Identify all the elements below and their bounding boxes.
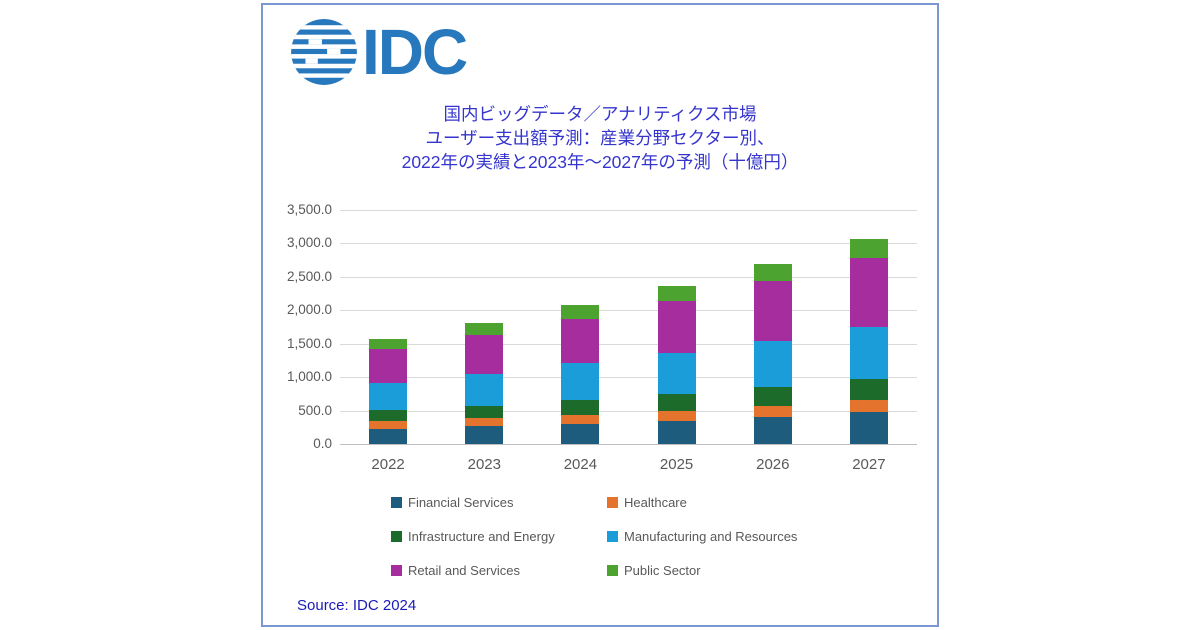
- legend-label-financial-services: Financial Services: [408, 495, 514, 510]
- gridline-1000: [340, 377, 917, 379]
- y-tick-label-1000: 1,000.0: [286, 369, 332, 385]
- x-axis-label-2025: 2025: [659, 456, 694, 473]
- bar-segment-2025-public-sector: [657, 285, 696, 301]
- y-tick-label-3000: 3,000.0: [286, 235, 332, 251]
- bar-segment-2027-retail-and-services: [849, 258, 888, 327]
- bar-segment-2026-financial-services: [753, 416, 792, 444]
- bar-segment-2022-manufacturing-and-resources: [369, 382, 408, 411]
- gridline-3000: [340, 243, 917, 245]
- chart-title: 国内ビッグデータ／アナリティクス市場 ユーザー支出額予測：産業分野セクター別、 …: [263, 102, 937, 174]
- stacked-bar-chart: 0.0 500.0 1,000.0 1,500.0 2,000.0 2,500.0 3,00…: [263, 5, 941, 629]
- bar-segment-2025-retail-and-services: [657, 300, 696, 353]
- chart-legend: Financial Services Healthcare Infrastructu…: [391, 495, 797, 578]
- idc-chart-card: IDC 国内ビッグデータ／アナリティクス市場 ユーザー支出額予測：産業分野セクタ…: [261, 3, 939, 627]
- idc-globe-icon: [291, 19, 357, 85]
- legend-item-healthcare: Healthcare: [607, 495, 797, 510]
- source-note: Source: IDC 2024: [297, 597, 417, 614]
- y-tick-label-1500: 1,500.0: [286, 335, 332, 351]
- bar-segment-2027-manufacturing-and-resources: [849, 327, 888, 379]
- legend-swatch-public-sector: [607, 565, 618, 576]
- x-axis-baseline: [340, 444, 917, 445]
- chart-title-line3: 2022年の実績と2023年～2027年の予測（十億円）: [401, 152, 799, 172]
- bar-segment-2025-infrastructure-and-energy: [657, 393, 696, 411]
- chart-title-line1: 国内ビッグデータ／アナリティクス市場: [443, 104, 757, 124]
- bar-segment-2022-financial-services: [369, 428, 408, 444]
- gridline-1500: [340, 343, 917, 345]
- bar-segment-2024-public-sector: [561, 305, 600, 319]
- legend-item-infrastructure-and-energy: Infrastructure and Energy: [391, 529, 607, 544]
- legend-label-public-sector: Public Sector: [624, 563, 701, 578]
- x-axis-label-2023: 2023: [467, 456, 501, 473]
- idc-logo: IDC: [290, 16, 468, 88]
- legend-swatch-retail-and-services: [391, 565, 402, 576]
- bar-segment-2023-infrastructure-and-energy: [465, 406, 504, 419]
- bar-segment-2024-healthcare: [561, 414, 600, 424]
- bar-segment-2027-financial-services: [849, 412, 888, 444]
- bar-segment-2023-public-sector: [465, 323, 504, 335]
- chart-title-line2: ユーザー支出額予測：産業分野セクター別、: [425, 128, 775, 148]
- bar-segment-2026-retail-and-services: [753, 281, 792, 342]
- bar-segment-2027-healthcare: [849, 399, 888, 413]
- bar-segment-2025-manufacturing-and-resources: [657, 352, 696, 394]
- bar-segment-2023-retail-and-services: [465, 334, 504, 375]
- legend-label-infrastructure-and-energy: Infrastructure and Energy: [408, 529, 555, 544]
- y-tick-label-2000: 2,000.0: [286, 302, 332, 318]
- legend-item-public-sector: Public Sector: [607, 563, 797, 578]
- legend-item-retail-and-services: Retail and Services: [391, 563, 607, 578]
- gridline-3500: [340, 210, 917, 211]
- gridline-2500: [340, 276, 917, 278]
- idc-logo-text: IDC: [362, 16, 468, 88]
- bar-segment-2022-healthcare: [369, 420, 408, 429]
- x-axis-label-2027: 2027: [852, 456, 886, 473]
- bar-segment-2026-infrastructure-and-energy: [753, 387, 792, 406]
- bar-segment-2025-financial-services: [657, 420, 696, 444]
- bar-segment-2026-healthcare: [753, 405, 792, 417]
- legend-item-manufacturing-and-resources: Manufacturing and Resources: [607, 529, 797, 544]
- gridline-500: [340, 410, 917, 412]
- bar-segment-2026-manufacturing-and-resources: [753, 341, 792, 388]
- legend-item-financial-services: Financial Services: [391, 495, 607, 510]
- legend-swatch-healthcare: [607, 497, 618, 508]
- legend-label-retail-and-services: Retail and Services: [408, 563, 520, 578]
- bar-segment-2023-healthcare: [465, 418, 504, 427]
- gridline-2000: [340, 310, 917, 312]
- bar-segment-2024-manufacturing-and-resources: [561, 363, 600, 400]
- y-tick-label-3500: 3,500.0: [286, 202, 332, 217]
- y-tick-label-500: 500.0: [298, 402, 332, 418]
- bar-segment-2024-infrastructure-and-energy: [561, 399, 600, 415]
- bar-segment-2023-financial-services: [465, 426, 504, 444]
- bar-segment-2027-public-sector: [849, 239, 888, 259]
- legend-swatch-financial-services: [391, 497, 402, 508]
- legend-label-healthcare: Healthcare: [624, 495, 687, 510]
- bar-segment-2022-public-sector: [369, 339, 408, 350]
- y-tick-label-2500: 2,500.0: [286, 268, 332, 284]
- bar-segment-2025-healthcare: [657, 410, 696, 421]
- bar-segment-2027-infrastructure-and-energy: [849, 378, 888, 400]
- x-axis-label-2024: 2024: [563, 456, 598, 473]
- legend-swatch-manufacturing-and-resources: [607, 531, 618, 542]
- bar-segment-2022-infrastructure-and-energy: [369, 410, 408, 421]
- bar-segment-2024-financial-services: [561, 423, 600, 444]
- x-axis-label-2022: 2022: [371, 456, 405, 473]
- bar-segment-2024-retail-and-services: [561, 318, 600, 364]
- bar-segment-2022-retail-and-services: [369, 349, 408, 383]
- bar-segment-2023-manufacturing-and-resources: [465, 374, 504, 407]
- legend-label-manufacturing-and-resources: Manufacturing and Resources: [624, 529, 798, 544]
- x-axis-label-2026: 2026: [756, 456, 790, 473]
- legend-swatch-infrastructure-and-energy: [391, 531, 402, 542]
- y-tick-label-0: 0.0: [313, 436, 332, 451]
- bar-segment-2026-public-sector: [753, 264, 792, 282]
